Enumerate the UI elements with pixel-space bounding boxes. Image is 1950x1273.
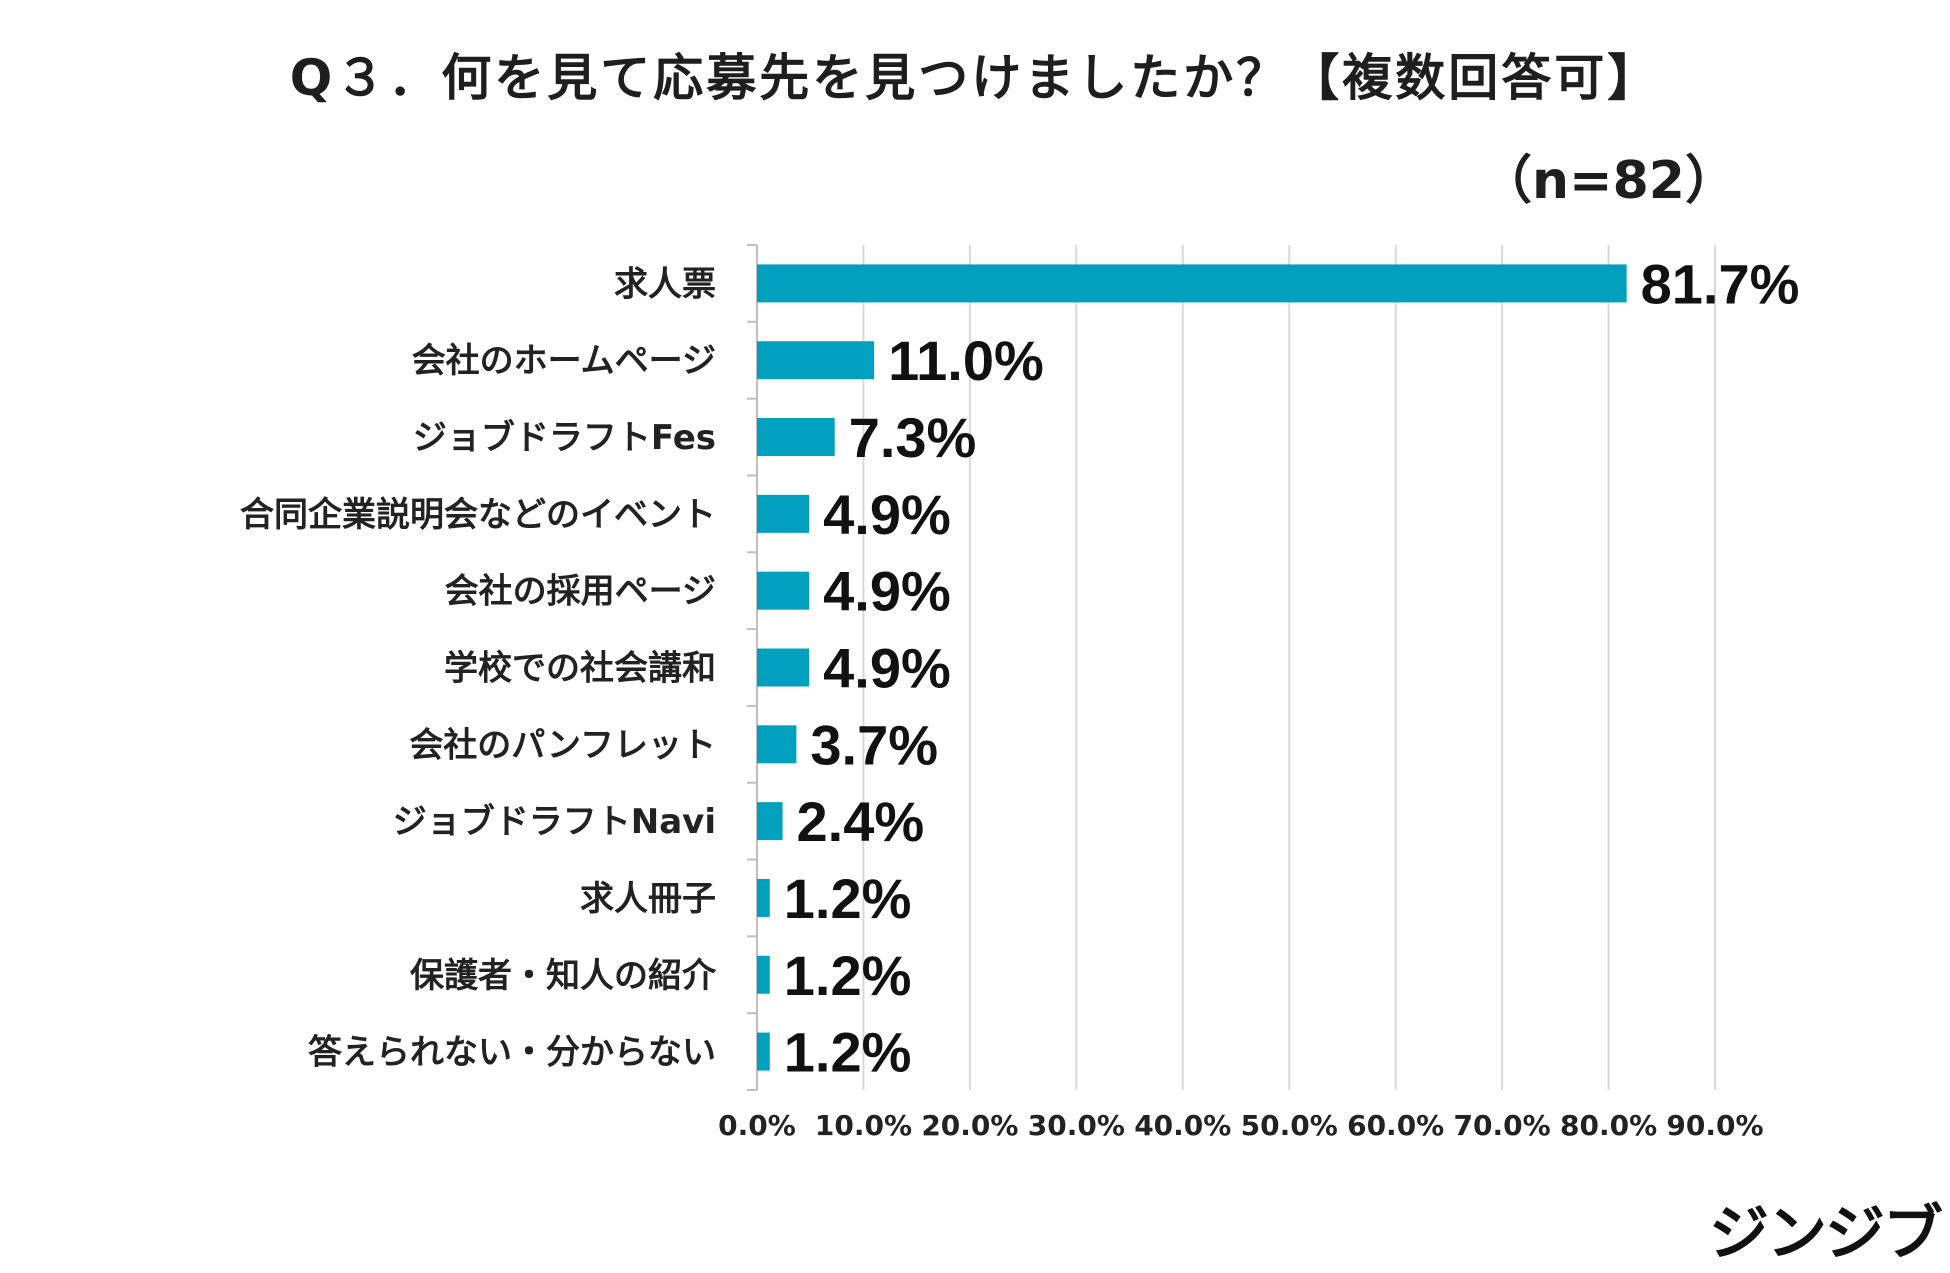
value-label: 4.9%	[823, 560, 951, 623]
bar	[757, 955, 770, 994]
category-label: 求人票	[614, 264, 716, 304]
value-label: 1.2%	[784, 867, 912, 930]
bar	[757, 264, 1627, 303]
category-label: 保護者・知人の紹介	[410, 956, 717, 996]
x-tick-label: 90.0%	[1666, 1109, 1763, 1142]
category-label: 合同企業説明会などのイベント	[240, 495, 716, 535]
x-tick-label: 10.0%	[815, 1109, 912, 1142]
x-tick-label: 60.0%	[1347, 1109, 1444, 1142]
value-label: 4.9%	[823, 637, 951, 700]
bar	[757, 494, 810, 533]
x-tick-label: 40.0%	[1134, 1109, 1231, 1142]
bar	[757, 878, 770, 917]
value-label: 4.9%	[823, 483, 951, 546]
x-tick-label: 0.0%	[718, 1109, 796, 1142]
bar	[757, 341, 875, 380]
category-label: 答えられない・分からない	[308, 1033, 716, 1073]
x-tick-label: 50.0%	[1241, 1109, 1338, 1142]
value-label: 1.2%	[784, 1021, 912, 1084]
value-label: 7.3%	[849, 406, 977, 469]
value-label: 1.2%	[784, 944, 912, 1007]
bar	[757, 725, 797, 764]
value-label: 81.7%	[1641, 252, 1800, 315]
x-tick-label: 70.0%	[1454, 1109, 1551, 1142]
bar	[757, 648, 810, 687]
category-label: ジョブドラフトFes	[413, 418, 716, 458]
brand-logo-text: ジンジブ	[1709, 1199, 1943, 1269]
value-label: 3.7%	[810, 713, 938, 776]
chart-title: Q３．何を見て応募先を見つけましたか？【複数回答可】	[289, 49, 1661, 107]
bar	[757, 418, 835, 457]
category-label: 学校での社会講和	[444, 649, 716, 689]
value-label: 2.4%	[797, 790, 925, 853]
bar	[757, 1032, 770, 1071]
category-label: 会社のホームページ	[412, 341, 716, 381]
x-tick-label: 20.0%	[921, 1109, 1018, 1142]
category-label: 会社のパンフレット	[409, 725, 716, 765]
bar	[757, 571, 810, 610]
x-tick-label: 80.0%	[1560, 1109, 1657, 1142]
category-label: 会社の採用ページ	[445, 572, 716, 612]
value-label: 11.0%	[888, 329, 1044, 392]
bar	[757, 802, 783, 841]
x-tick-label: 30.0%	[1028, 1109, 1125, 1142]
category-label: 求人冊子	[580, 879, 716, 919]
category-label: ジョブドラフトNavi	[393, 802, 716, 842]
